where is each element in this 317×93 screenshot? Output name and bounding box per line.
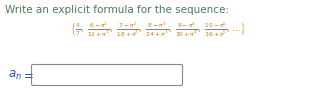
Text: Write an explicit formula for the sequence:: Write an explicit formula for the sequen… [5, 5, 229, 15]
FancyBboxPatch shape [31, 65, 183, 85]
Text: $\mathit{a}_n$: $\mathit{a}_n$ [8, 68, 22, 82]
Text: $\left\{\frac{4}{7},\ \frac{6-\pi^1}{12+\pi^1},\ \frac{7-\pi^2}{18+\pi^2},\ \fra: $\left\{\frac{4}{7},\ \frac{6-\pi^1}{12+… [70, 21, 246, 39]
Text: $=$: $=$ [21, 69, 34, 81]
